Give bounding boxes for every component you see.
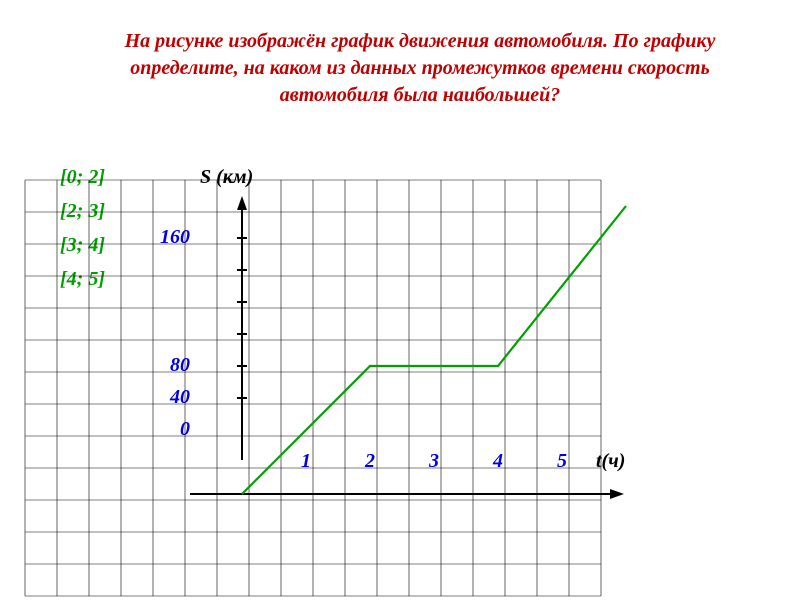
chart-svg — [0, 0, 800, 600]
